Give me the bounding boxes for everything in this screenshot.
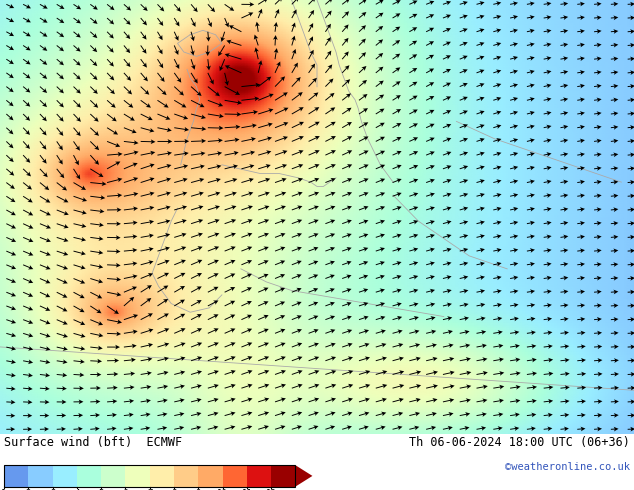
Text: 3: 3 <box>50 489 55 490</box>
Text: 9: 9 <box>196 489 201 490</box>
Text: 8: 8 <box>171 489 177 490</box>
Bar <box>4 465 295 487</box>
Bar <box>150 465 174 487</box>
Text: 2: 2 <box>25 489 31 490</box>
Text: ©weatheronline.co.uk: ©weatheronline.co.uk <box>505 462 630 472</box>
Bar <box>126 465 150 487</box>
Text: 4: 4 <box>74 489 79 490</box>
Bar <box>174 465 198 487</box>
Bar <box>101 465 126 487</box>
Bar <box>247 465 271 487</box>
Bar <box>198 465 223 487</box>
Polygon shape <box>295 465 313 487</box>
Text: Surface wind (bft)  ECMWF: Surface wind (bft) ECMWF <box>4 437 182 449</box>
Text: 12: 12 <box>266 489 276 490</box>
Bar <box>223 465 247 487</box>
Text: 5: 5 <box>98 489 104 490</box>
Bar <box>271 465 295 487</box>
Text: 1: 1 <box>1 489 7 490</box>
Text: 11: 11 <box>242 489 252 490</box>
Bar <box>53 465 77 487</box>
Bar <box>77 465 101 487</box>
Text: Th 06-06-2024 18:00 UTC (06+36): Th 06-06-2024 18:00 UTC (06+36) <box>409 437 630 449</box>
Text: 7: 7 <box>147 489 152 490</box>
Bar <box>29 465 53 487</box>
Text: 10: 10 <box>217 489 228 490</box>
Bar <box>4 465 29 487</box>
Text: 6: 6 <box>123 489 128 490</box>
